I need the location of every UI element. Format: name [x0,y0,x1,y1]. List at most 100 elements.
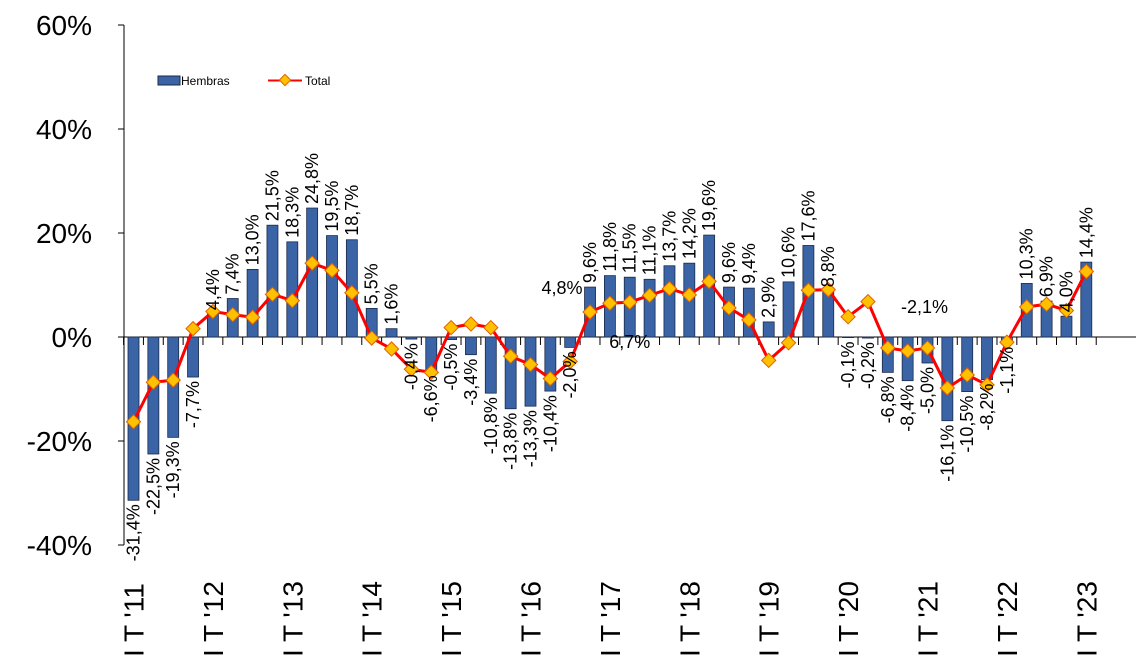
line-series-total [125,255,1095,430]
bar [842,336,854,339]
bar [147,336,160,455]
bar-data-label: 13,7% [659,211,679,262]
total-marker [661,280,678,297]
bar-data-label: 9,4% [739,243,759,284]
x-tick-label: I T '11 [119,583,150,657]
total-marker [423,364,440,381]
total-marker [502,348,519,365]
bar-data-label: -16,1% [937,425,957,482]
bar-data-label: 5,5% [362,263,382,304]
total-marker [760,352,777,369]
total-marker [522,356,539,373]
x-tick-label: I T '14 [357,581,388,657]
x-tick-label: I T '16 [516,581,547,657]
total-marker [780,334,797,351]
x-tick-label: I T '18 [674,581,705,657]
bar-data-label: 14,4% [1076,207,1096,258]
total-annotation: 4,8% [542,278,583,298]
total-marker [463,316,479,332]
bar-data-label: 2,9% [759,277,779,318]
x-tick-label: I T '19 [754,581,785,657]
bar [504,336,517,410]
bar [385,328,398,338]
bar-data-label: 4,0% [1056,271,1076,312]
x-tick-label: I T '22 [992,581,1023,657]
bar [822,290,835,338]
bar-data-label: -6,8% [878,376,898,423]
total-marker [721,300,737,316]
total-annotation: 6,7% [609,332,650,352]
legend-label-hembras: Hembras [181,74,230,88]
x-tick-label: I T '15 [436,581,467,657]
total-marker [840,308,856,325]
bar [544,336,557,392]
bar [564,336,577,348]
bar-data-label: -10,8% [481,397,501,454]
bar-data-label: 24,8% [302,153,322,204]
bar-data-label: -0,5% [441,344,461,391]
total-marker [1078,263,1095,280]
total-annotation: -2,1% [901,297,948,317]
bar-data-label: -1,1% [997,347,1017,394]
bar-data-label: -13,3% [521,410,541,467]
x-tick-label: I T '21 [913,581,944,657]
bar [663,265,676,338]
total-marker [641,287,658,304]
bar [286,241,299,338]
total-marker [800,282,817,298]
total-marker [602,295,618,311]
legend-label-total: Total [305,74,330,88]
bar-data-label: 10,6% [779,227,799,278]
bar-data-label: -13,8% [501,413,521,470]
bar-data-label: -0,1% [838,342,858,389]
total-marker [681,287,698,303]
total-marker [979,377,995,393]
total-marker [621,294,638,310]
total-marker [125,413,142,430]
bar-data-label: -0,2% [858,342,878,389]
legend-swatch-hembras [157,75,181,86]
total-marker [860,293,876,310]
bar-data-label: -8,4% [898,385,918,432]
data-labels: -31,4%-22,5% -19,3%-7,7% 4,4% 7,4%13,0%21,5… [124,153,1097,561]
bar-data-label: 17,6% [798,190,818,241]
total-marker [165,372,181,388]
total-marker [1018,299,1035,315]
bar-data-label: -10,4% [540,395,560,452]
bar [405,336,418,340]
total-marker [264,286,281,303]
total-marker [701,273,717,290]
bar [762,321,775,338]
y-tick-label: 20% [36,218,92,249]
y-tick-label: 0% [52,322,92,353]
total-marker [224,306,241,323]
bar-data-label: 18,3% [282,187,302,238]
total-marker [542,370,559,387]
bar [1080,261,1093,338]
bar-data-label: 7,4% [223,253,243,294]
bar [326,235,338,338]
bar-data-label: -8,2% [977,384,997,431]
bar-data-label: 13,0% [243,214,263,265]
bar-data-label: -31,4% [124,504,144,561]
total-marker [1058,302,1075,319]
y-tick-label: 40% [36,114,92,145]
bar [901,336,914,382]
y-tick-label: -20% [27,426,92,457]
total-marker [363,330,380,346]
legend: Hembras Total [157,73,330,88]
bar [1060,315,1073,338]
total-marker [145,374,162,391]
bar-data-label: -2,0% [560,351,580,398]
total-marker [880,340,896,356]
bar-data-label: 10,3% [1017,228,1037,279]
bar-data-label: -5,0% [918,367,938,414]
total-marker [344,285,360,301]
bar-data-label: 21,5% [262,170,282,221]
axes: 60% 40% 20% 0% -20% -40% I T '11 I T '12 I T '13… [27,10,1136,657]
total-marker [582,304,598,320]
total-marker [324,262,340,279]
total-marker [820,281,837,298]
total-marker [483,319,499,336]
